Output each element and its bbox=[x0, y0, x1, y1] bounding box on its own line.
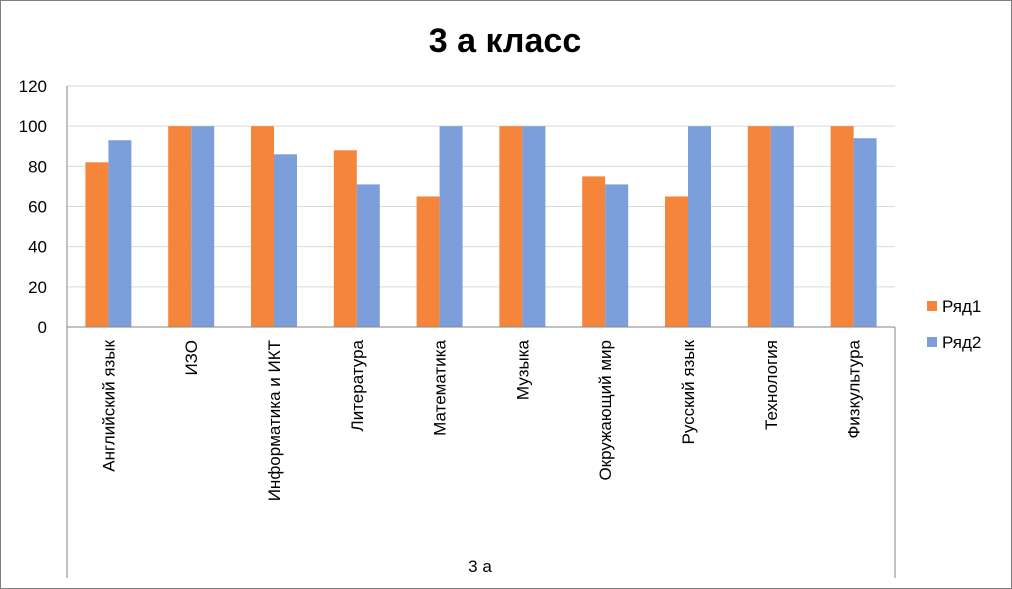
bar-1 bbox=[85, 162, 109, 327]
bar-1 bbox=[582, 176, 606, 327]
bar-1 bbox=[499, 126, 523, 328]
category-label: Информатика и ИКТ bbox=[265, 340, 284, 501]
bar-2 bbox=[770, 126, 794, 328]
bars bbox=[85, 126, 877, 328]
y-tick-label: 100 bbox=[19, 117, 47, 136]
legend-swatch bbox=[927, 301, 937, 311]
y-tick-label: 0 bbox=[38, 318, 47, 337]
group-label: 3 а bbox=[468, 557, 492, 576]
bar-2 bbox=[439, 126, 463, 328]
category-labels: Английский язык ИЗО Информатика и ИКТ Литер… bbox=[99, 339, 863, 501]
bar-1 bbox=[333, 150, 357, 327]
axes bbox=[66, 86, 896, 578]
category-label: Окружающий мир bbox=[596, 340, 615, 481]
category-label: Литература bbox=[348, 339, 367, 431]
bar-1 bbox=[830, 126, 854, 328]
category-label: ИЗО bbox=[182, 340, 201, 376]
y-tick-label: 60 bbox=[28, 198, 47, 217]
legend-label: Ряд1 bbox=[942, 297, 981, 316]
category-label: Математика bbox=[431, 339, 450, 435]
legend-swatch bbox=[927, 337, 937, 347]
category-label: Музыка bbox=[513, 339, 532, 400]
y-tick-labels: 0 20 40 60 80 100 120 bbox=[19, 77, 47, 337]
legend: Ряд1 Ряд2 bbox=[927, 297, 981, 352]
bar-2 bbox=[356, 184, 380, 327]
y-tick-label: 80 bbox=[28, 157, 47, 176]
bar-1 bbox=[665, 196, 688, 327]
bar-1 bbox=[251, 126, 274, 328]
category-label: Английский язык bbox=[99, 339, 118, 471]
bar-2 bbox=[688, 126, 711, 328]
bar-1 bbox=[168, 126, 192, 328]
bar-1 bbox=[747, 126, 771, 328]
bar-1 bbox=[416, 196, 440, 327]
bar-2 bbox=[191, 126, 215, 328]
bar-2 bbox=[605, 184, 629, 327]
bar-2 bbox=[108, 140, 132, 327]
y-tick-label: 40 bbox=[28, 238, 47, 257]
bar-2 bbox=[853, 138, 877, 327]
bar-2 bbox=[522, 126, 546, 328]
bar-2 bbox=[274, 154, 297, 327]
legend-label: Ряд2 bbox=[942, 333, 981, 352]
y-tick-label: 20 bbox=[28, 278, 47, 297]
category-label: Технология bbox=[762, 340, 781, 430]
chart-title: 3 а класс bbox=[429, 22, 581, 60]
category-label: Физкультура bbox=[845, 339, 864, 438]
y-tick-label: 120 bbox=[19, 77, 47, 96]
category-label: Русский язык bbox=[679, 339, 698, 444]
